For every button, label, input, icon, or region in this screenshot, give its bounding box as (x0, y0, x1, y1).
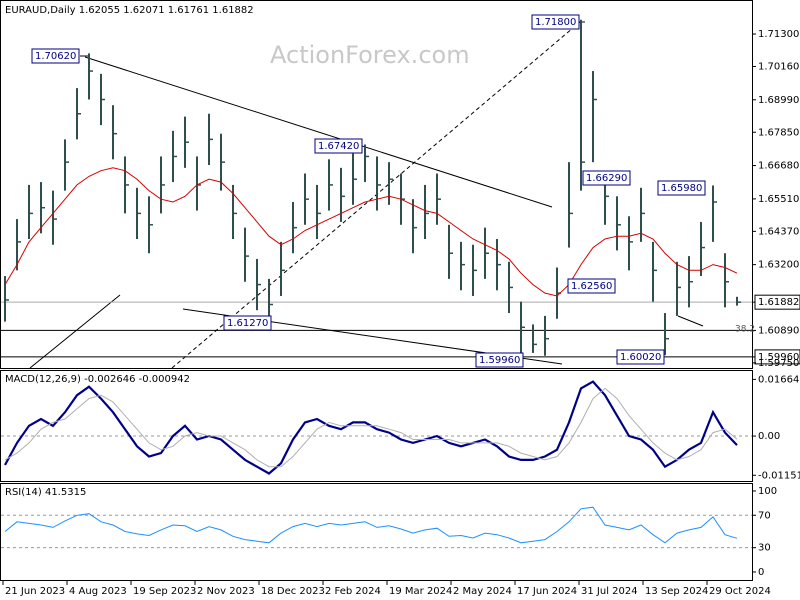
trend-line (84, 56, 553, 208)
x-tick-label: 18 Dec 2023 (261, 586, 325, 597)
y-tick-label: 1.71300 (758, 29, 799, 40)
price-label: 1.61270 (227, 318, 268, 329)
price-label-box (531, 14, 580, 30)
rsi-panel (0, 483, 753, 581)
y-tick-label: 0.00 (758, 431, 780, 442)
price-label: 1.67420 (318, 141, 359, 152)
price-label-box (475, 352, 524, 368)
y-tick-label: 1.64370 (758, 226, 799, 237)
price-label: 1.71800 (535, 17, 576, 28)
price-label: 1.62560 (571, 281, 612, 292)
price-label-box (616, 349, 665, 365)
y-tick-label: 1.68990 (758, 95, 799, 106)
x-tick-label: 19 Sep 2023 (133, 586, 196, 597)
rsi-title: RSI(14) 41.5315 (5, 487, 86, 498)
price-label: 1.66290 (586, 173, 627, 184)
indicator-line (4, 387, 738, 468)
price-label: 1.70620 (35, 51, 76, 62)
trend-line (29, 294, 121, 369)
price-label-box (31, 48, 80, 64)
indicator-line (4, 506, 738, 544)
price-panel (0, 0, 753, 369)
price-label: 1.59960 (479, 355, 520, 366)
price-label: 1.60020 (620, 352, 661, 363)
y-tick-label: 0 (758, 567, 764, 578)
x-tick-label: 17 Jun 2024 (517, 586, 577, 597)
y-tick-label: 1.59750 (758, 358, 799, 369)
macd-title: MACD(12,26,9) -0.002646 -0.000942 (5, 374, 190, 385)
indicator-line (4, 380, 738, 475)
trend-line (677, 315, 704, 327)
price-label-box (582, 170, 631, 186)
y-tick-label: 70 (758, 510, 771, 521)
x-tick-label: 21 Jun 2023 (5, 586, 65, 597)
y-tick-label: 1.60890 (758, 325, 799, 336)
watermark: ActionForex.com (270, 41, 470, 69)
x-tick-label: 29 Oct 2024 (709, 586, 771, 597)
y-tick-label: 0.01664 (758, 374, 799, 385)
x-tick-label: 13 Sep 2024 (645, 586, 708, 597)
x-tick-label: 2 May 2024 (453, 586, 512, 597)
y-tick-label: 1.70160 (758, 61, 799, 72)
chart-title: EURAUD,Daily 1.62055 1.62071 1.61761 1.6… (5, 5, 254, 16)
y-tick-label: 1.59960 (758, 352, 799, 363)
price-label-box (223, 315, 272, 331)
x-tick-label: 31 Jul 2024 (581, 586, 638, 597)
trend-lines (29, 21, 704, 369)
price-label-box (567, 278, 616, 294)
macd-panel (0, 370, 753, 482)
y-tick-label: 1.65510 (758, 194, 799, 205)
y-tick-label: 30 (758, 543, 771, 554)
x-tick-label: 2 Feb 2024 (325, 586, 381, 597)
y-tick-label: 1.61882 (758, 297, 799, 308)
y-tick-label: 1.66680 (758, 161, 799, 172)
price-box (754, 294, 800, 310)
price-box (754, 349, 800, 365)
x-tick-label: 2 Nov 2023 (197, 586, 255, 597)
price-label-box (314, 138, 363, 154)
y-tick-label: 1.67850 (758, 127, 799, 138)
price-label: 1.65980 (661, 183, 702, 194)
x-tick-label: 4 Aug 2023 (69, 586, 127, 597)
price-label-box (657, 180, 706, 196)
fib-label: 38.2 (735, 325, 755, 335)
y-tick-label: -0.011515 (758, 470, 800, 481)
y-tick-label: 100 (758, 486, 777, 497)
y-tick-label: 1.63200 (758, 260, 799, 271)
x-tick-label: 19 Mar 2024 (389, 586, 452, 597)
moving-average (4, 167, 738, 297)
